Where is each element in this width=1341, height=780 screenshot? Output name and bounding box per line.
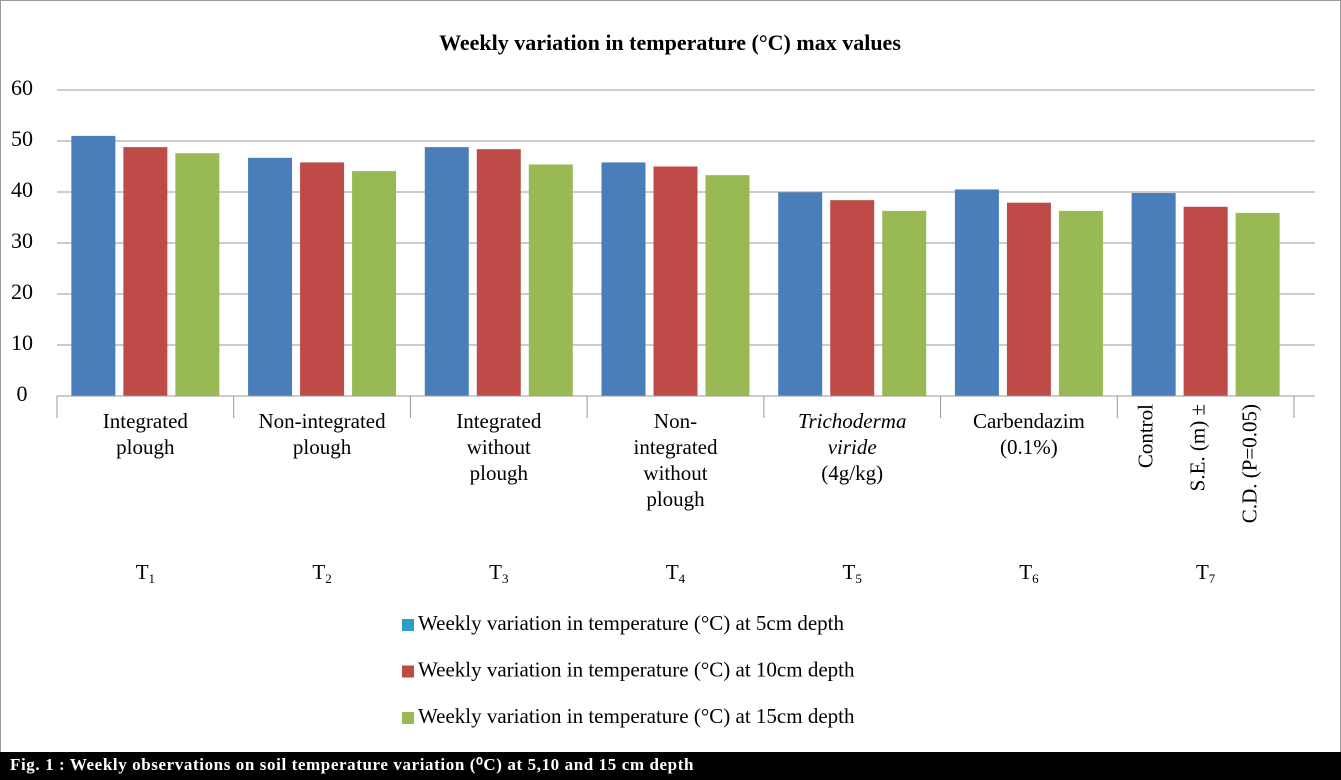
bar [248, 157, 293, 396]
x-tick-label: without [467, 435, 531, 459]
treatment-code: T1 [136, 560, 155, 586]
bar [476, 149, 521, 396]
code-letter: T [666, 560, 679, 584]
x-tick-label: Non-integrated [259, 409, 387, 433]
chart-title: Weekly variation in temperature (°C) max… [439, 30, 901, 55]
treatment-code: T2 [312, 560, 331, 586]
code-letter: T [1019, 560, 1032, 584]
legend-label: Weekly variation in temperature (°C) at … [418, 657, 855, 681]
x-tick-label: Control [1133, 404, 1157, 468]
bar [1235, 212, 1280, 396]
treatment-code: T7 [1196, 560, 1216, 586]
treatment-code: T4 [666, 560, 686, 586]
code-sub: 3 [502, 571, 509, 586]
code-letter: T [1196, 560, 1209, 584]
treatment-code: T6 [1019, 560, 1039, 586]
legend-label: Weekly variation in temperature (°C) at … [418, 611, 844, 635]
y-tick-label: 60 [11, 75, 33, 100]
treatment-code: T5 [843, 560, 862, 586]
code-sub: 2 [325, 571, 332, 586]
caption-bar [0, 752, 1341, 780]
x-tick-label: S.E. (m) ± [1185, 404, 1209, 491]
bar [528, 164, 573, 396]
x-tick-label: Integrated [456, 409, 542, 433]
code-sub: 6 [1032, 571, 1039, 586]
x-tick-label: Non- [654, 409, 697, 433]
x-tick-label: without [643, 461, 707, 485]
bar [954, 189, 999, 396]
code-letter: T [843, 560, 856, 584]
code-sub: 1 [149, 571, 156, 586]
code-sub: 7 [1209, 571, 1216, 586]
bar [71, 135, 116, 396]
x-tick-label: plough [116, 435, 175, 459]
x-tick-label: (0.1%) [1000, 435, 1058, 459]
code-letter: T [312, 560, 325, 584]
x-tick-label: Integrated [103, 409, 189, 433]
bar [1058, 210, 1103, 396]
y-tick-label: 50 [11, 126, 33, 151]
y-tick-label: 10 [11, 330, 33, 355]
code-sub: 4 [679, 571, 686, 586]
x-tick-label: plough [646, 487, 705, 511]
treatment-code: T3 [489, 560, 508, 586]
x-tick-label: plough [293, 435, 352, 459]
bar [424, 147, 469, 396]
bar [1006, 202, 1051, 396]
bar [123, 147, 168, 396]
bar [1183, 206, 1228, 396]
code-letter: T [489, 560, 502, 584]
caption: Fig. 1 : Weekly observations on soil tem… [10, 755, 694, 774]
bar [300, 162, 345, 396]
legend-label: Weekly variation in temperature (°C) at … [418, 704, 855, 728]
y-tick-label: 30 [11, 228, 33, 253]
bar [882, 210, 927, 396]
x-tick-label: plough [470, 461, 529, 485]
legend-swatch [402, 712, 414, 724]
x-tick-label: Carbendazim [973, 409, 1085, 433]
bar [778, 192, 823, 396]
bar [1131, 193, 1176, 396]
legend-swatch [402, 619, 414, 631]
bar [653, 166, 698, 396]
bar [601, 162, 646, 396]
x-tick-label: viride [828, 435, 877, 459]
bar [352, 171, 397, 396]
x-tick-label: (4g/kg) [821, 461, 883, 485]
legend-swatch [402, 665, 414, 678]
code-letter: T [136, 560, 149, 584]
y-tick-label: 40 [11, 177, 33, 202]
bar [175, 153, 220, 396]
bar [705, 175, 750, 396]
y-tick-label: 0 [17, 381, 28, 406]
code-sub: 5 [855, 571, 862, 586]
x-tick-label: Trichoderma [798, 409, 907, 433]
bar [830, 200, 875, 396]
x-tick-label: integrated [634, 435, 718, 459]
y-tick-label: 20 [11, 279, 33, 304]
x-tick-label: C.D. (P=0.05) [1237, 404, 1261, 523]
